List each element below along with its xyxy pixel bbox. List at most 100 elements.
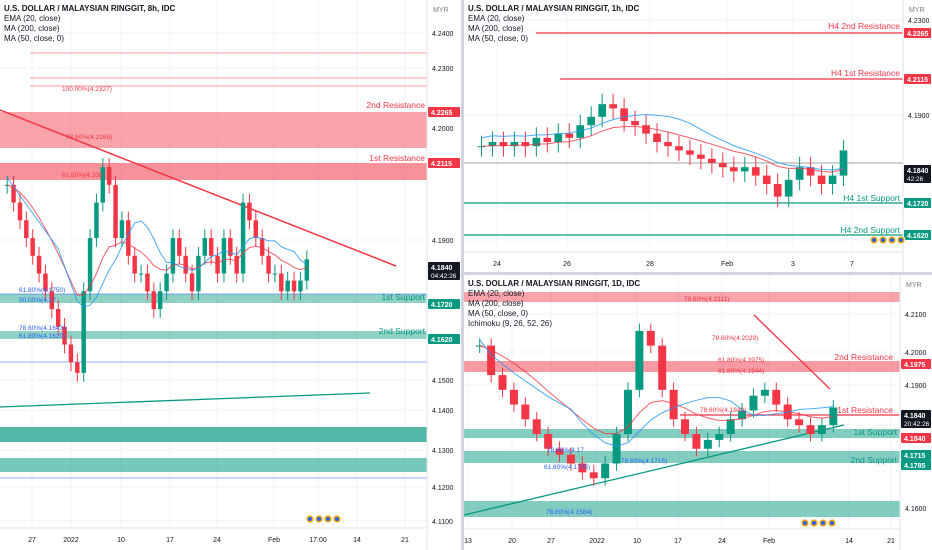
zone-label: 2nd Resistance: [834, 352, 893, 362]
candle-body: [157, 291, 163, 310]
x-tick-label: 27: [28, 537, 36, 544]
zone-label: 1st Resistance: [369, 153, 425, 163]
ma-line: [6, 177, 308, 308]
candle-body: [208, 238, 214, 256]
candle-body: [555, 448, 564, 455]
chart-pane-1h[interactable]: MYR4.23004.20004.1900242628Feb374.22654.…: [464, 0, 932, 272]
pane-divider-horizontal[interactable]: [464, 272, 932, 275]
chart-pane-1d[interactable]: MYR4.21004.20004.19004.18004.16001320272…: [464, 275, 932, 550]
zone-band: [0, 427, 427, 442]
candle-body: [145, 273, 150, 292]
price-tag-bg: [904, 230, 931, 240]
candle-body: [817, 425, 826, 435]
y-tick-label: 4.2100: [905, 312, 927, 319]
candle-body: [715, 434, 724, 440]
x-tick-label: 17: [674, 538, 682, 545]
y-tick-label: 4.1100: [432, 519, 453, 526]
y-tick-label: 4.1200: [432, 485, 454, 492]
fib-label: 61.80%(4.208: [62, 172, 103, 179]
ma-line: [479, 339, 834, 447]
zone-label: 2nd Resistance: [366, 100, 425, 110]
zone-label: 2nd Support: [379, 326, 426, 336]
candle-body: [221, 238, 227, 274]
x-tick-label: Feb: [268, 537, 280, 544]
candle-body: [509, 389, 518, 405]
y-tick-label: 4.1900: [905, 383, 927, 390]
legend-ma200: MA (200, close): [468, 299, 524, 308]
event-flag-icon-center: [803, 521, 807, 525]
candle-body: [751, 167, 760, 176]
candle-body: [708, 158, 716, 163]
price-tag-bg: [901, 460, 931, 470]
candle-body: [760, 389, 769, 396]
chart-1h-canvas[interactable]: MYR4.23004.20004.1900242628Feb374.22654.…: [464, 0, 932, 272]
candle-body: [521, 404, 530, 420]
price-tag-label: 4.1715: [904, 453, 926, 460]
candle-body: [68, 344, 74, 363]
price-tag-bg: [901, 410, 931, 428]
fib-label: 78.60%(4.1643): [19, 325, 65, 332]
price-tag-bg: [904, 28, 931, 38]
pane-divider-vertical[interactable]: [461, 0, 464, 550]
candle-body: [49, 291, 55, 310]
x-tick-label: 14: [353, 537, 361, 544]
price-tag-label: 4.1620: [431, 337, 453, 344]
candle-body: [609, 104, 617, 109]
chart-8h-canvas[interactable]: MYR 4.2400 4.2300 4.2000 4.1900 4.1500 4.1400 4…: [0, 0, 461, 550]
candle-body: [266, 255, 271, 274]
candle-body: [795, 167, 804, 180]
candle-body: [566, 454, 575, 464]
candle-body: [113, 184, 118, 239]
event-flag-icon-center: [308, 517, 312, 521]
y-tick-label: 4.2300: [908, 18, 930, 25]
chart-pane-8h[interactable]: MYR 4.2400 4.2300 4.2000 4.1900 4.1500 4.1400 4…: [0, 0, 461, 550]
x-tick-label: 20: [508, 538, 516, 545]
candle-body: [578, 463, 587, 473]
candle-body: [487, 345, 496, 376]
x-tick-label: 17: [166, 537, 174, 544]
legend-ma200: MA (200, close): [4, 24, 60, 33]
candle-body: [598, 104, 607, 117]
candle-body: [272, 273, 278, 275]
x-tick-label: 24: [213, 537, 221, 544]
candle-body: [587, 116, 596, 126]
candle-body: [202, 238, 208, 256]
candle-body: [259, 238, 265, 256]
price-tag-bg: [904, 74, 931, 84]
legend-ichimoku: Ichimoku (9, 26, 52, 26): [468, 319, 553, 328]
candle-body: [177, 238, 182, 256]
candle-body: [36, 255, 42, 274]
candle-body: [692, 434, 701, 449]
candle-body: [726, 419, 735, 435]
candle-body: [589, 472, 598, 479]
price-tag-bg: [901, 359, 931, 369]
zone-band: [464, 292, 900, 302]
currency-label: MYR: [906, 282, 922, 289]
event-flag-icon-center: [812, 521, 816, 525]
candle-body: [829, 407, 838, 426]
candle-body: [183, 255, 188, 274]
candle-body: [11, 184, 16, 203]
fib-label: 61.80%(4.1620): [19, 333, 65, 340]
level-line: [0, 109, 397, 267]
fib-label: 78.60%(4.1843): [700, 407, 746, 414]
price-tag-bg: [901, 433, 931, 443]
price-tag-label: 4.1840: [904, 413, 926, 420]
candle-body: [664, 142, 672, 147]
level-line: [753, 314, 831, 390]
legend-ma50: MA (50, close, 0): [468, 309, 529, 318]
ema-line: [481, 125, 844, 173]
y-tick-label: 4.1900: [908, 113, 930, 120]
candle-body: [164, 273, 169, 292]
price-axis: [903, 0, 932, 272]
zone-label: 1st Resistance: [837, 405, 893, 415]
candle-body: [119, 220, 125, 239]
candle-body: [170, 238, 176, 274]
candle-body: [62, 326, 67, 345]
price-tag-label: 4.2265: [907, 31, 929, 38]
price-tag-bg: [428, 334, 460, 344]
fib-label: 50.00%(4.17: [19, 297, 56, 304]
chart-1d-canvas[interactable]: MYR4.21004.20004.19004.18004.16001320272…: [464, 275, 932, 550]
fib-label: 61.80%(4.1705): [544, 464, 590, 471]
currency-label: MYR: [909, 7, 925, 14]
